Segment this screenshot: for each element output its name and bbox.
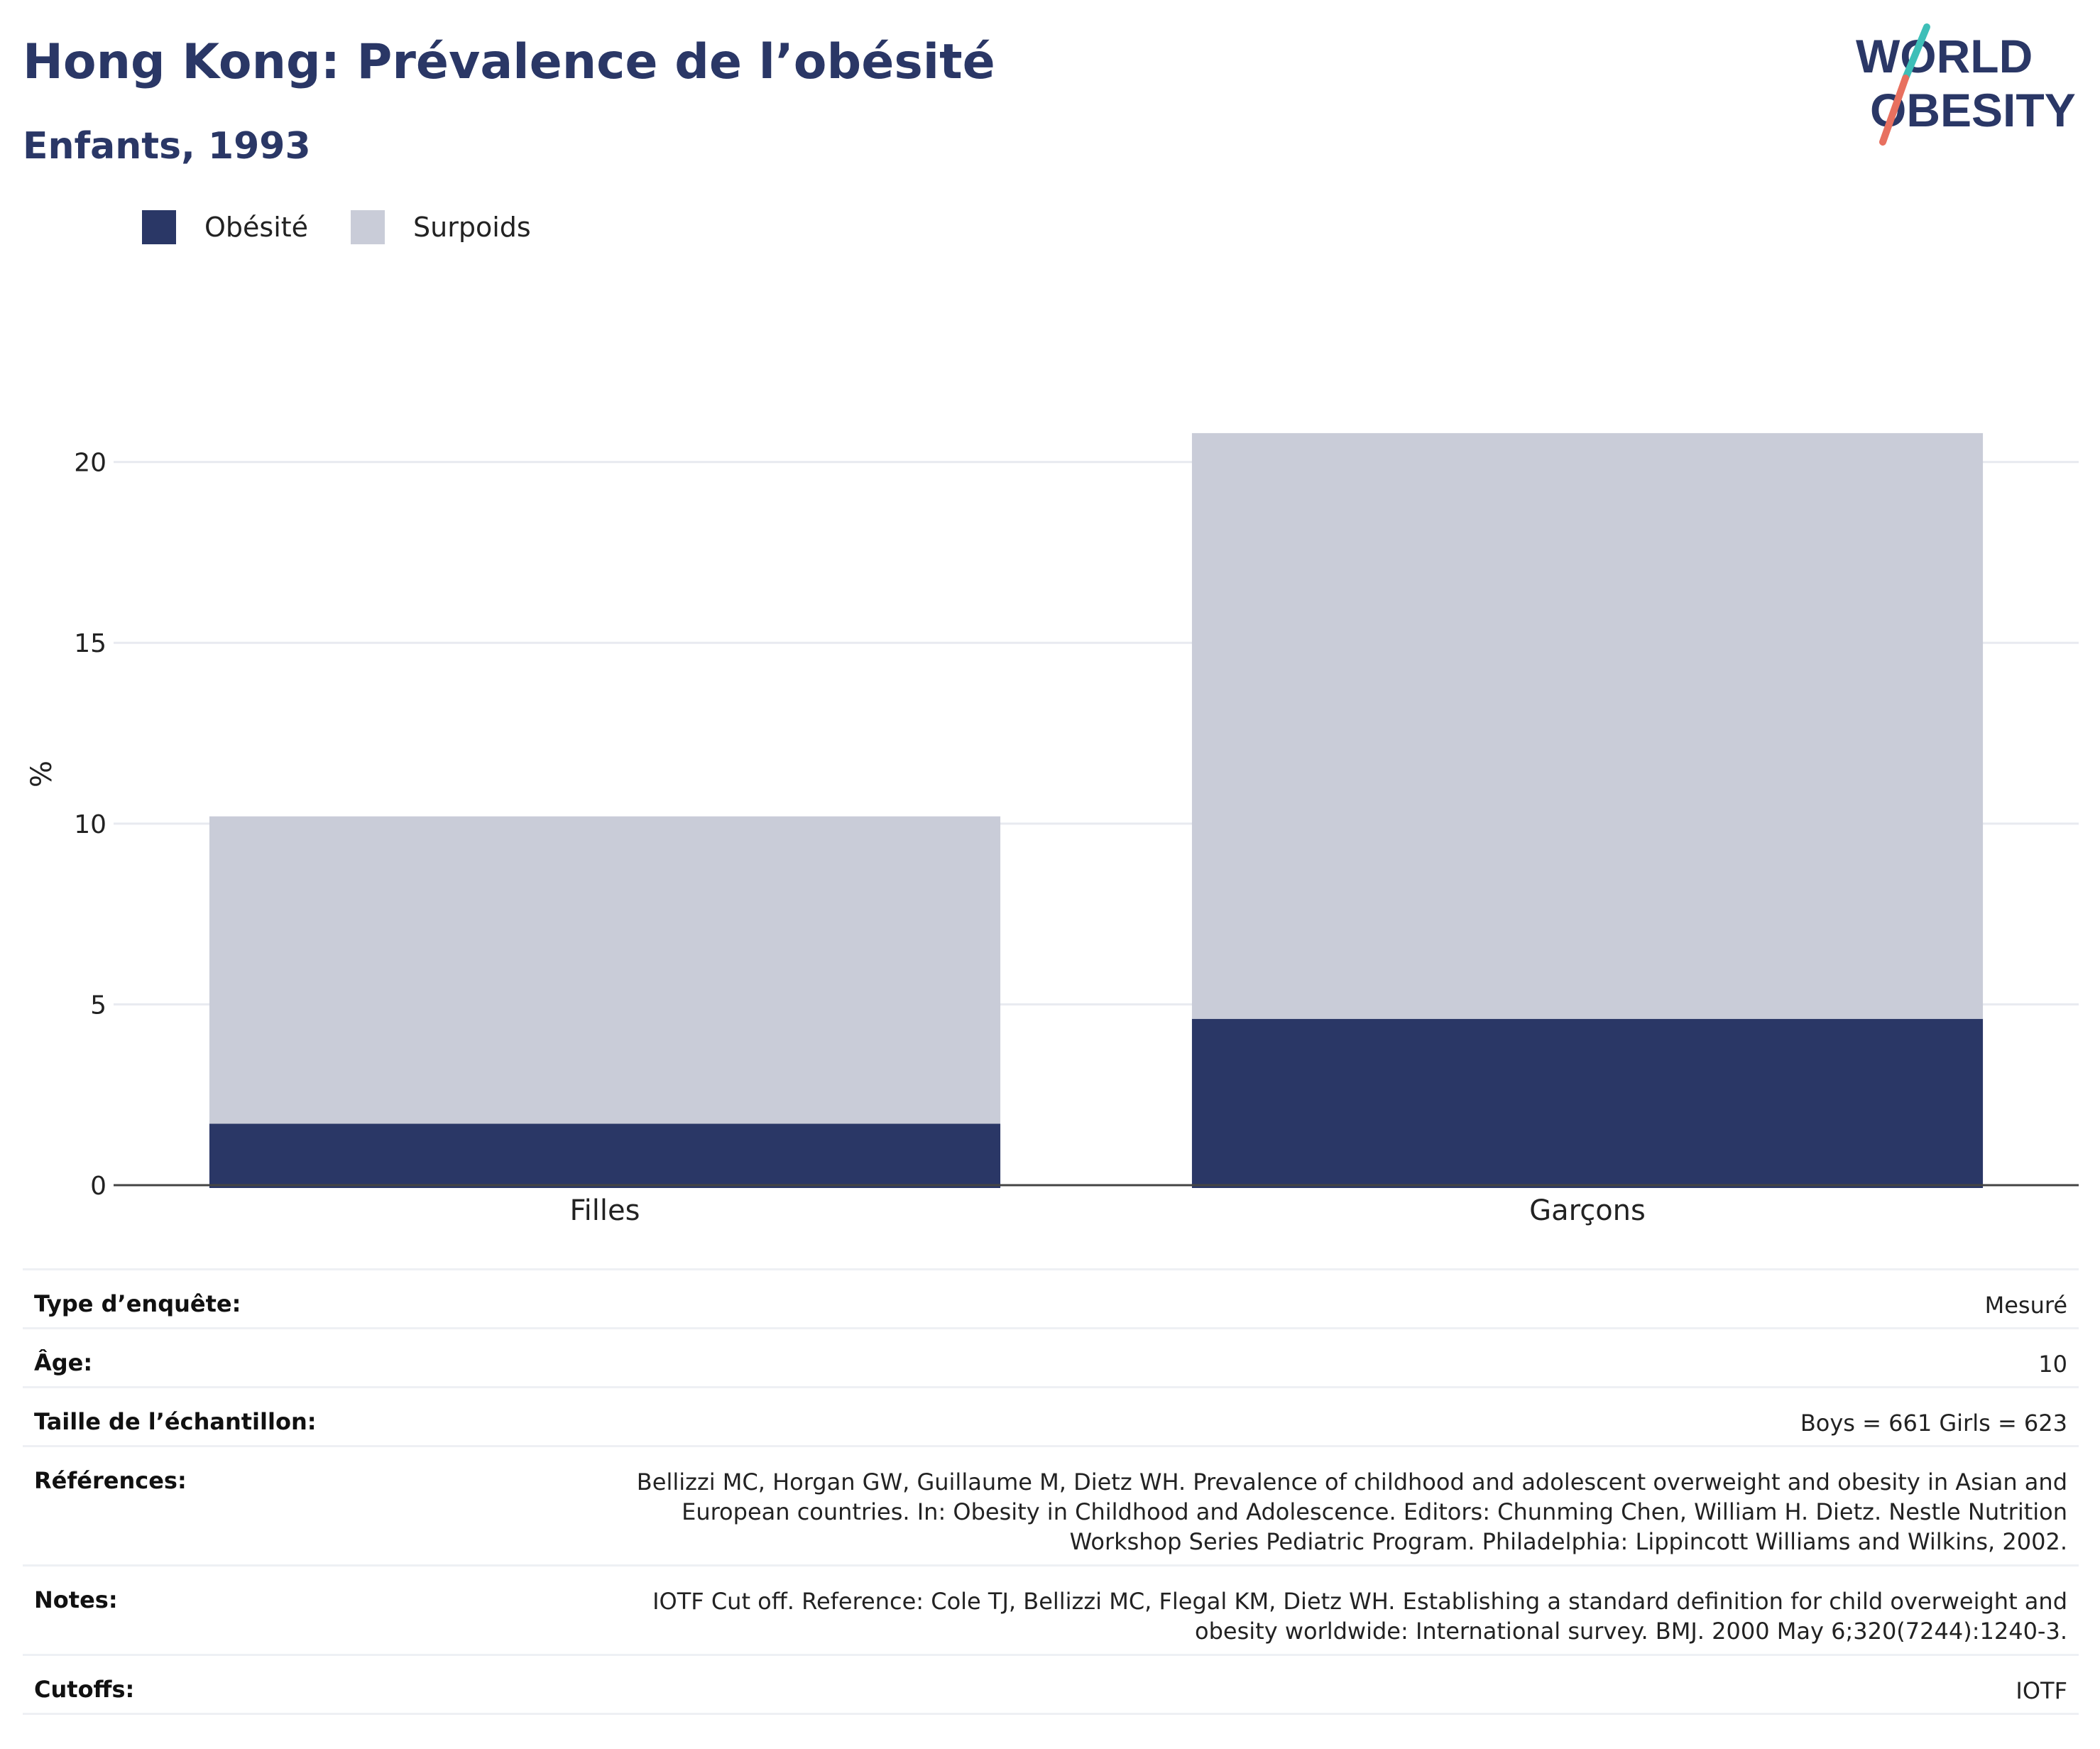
- meta-value-age: 10: [2038, 1351, 2067, 1378]
- meta-label-references: Références:: [34, 1467, 187, 1494]
- meta-row-references: Références: Bellizzi MC, Horgan GW, Guil…: [23, 1445, 2079, 1564]
- meta-label-survey-type: Type d’enquête:: [34, 1290, 241, 1317]
- meta-row-sample-size: Taille de l’échantillon: Boys = 661 Girl…: [23, 1386, 2079, 1445]
- bar-filles-obsit: [209, 1123, 1001, 1188]
- meta-row-cutoffs: Cutoffs: IOTF: [23, 1654, 2079, 1715]
- world-obesity-logo: WORLD OBESITY: [1856, 23, 2076, 146]
- meta-row-notes: Notes: IOTF Cut off. Reference: Cole TJ,…: [23, 1564, 2079, 1654]
- meta-row-age: Âge: 10: [23, 1327, 2079, 1386]
- meta-value-references: Bellizzi MC, Horgan GW, Guillaume M, Die…: [636, 1469, 2067, 1555]
- y-tick-label-5: 5: [90, 991, 106, 1020]
- legend-swatch-obesite: [142, 210, 176, 244]
- meta-value-survey-type: Mesuré: [1984, 1292, 2067, 1319]
- meta-value-notes: IOTF Cut off. Reference: Cole TJ, Belliz…: [652, 1588, 2067, 1645]
- y-tick-label-0: 0: [90, 1172, 106, 1201]
- meta-row-survey-type: Type d’enquête: Mesuré: [23, 1268, 2079, 1327]
- x-tick-label-0: Filles: [570, 1194, 640, 1227]
- y-axis-label: %: [26, 761, 58, 788]
- meta-label-sample-size: Taille de l’échantillon:: [34, 1408, 317, 1435]
- y-tick-label-15: 15: [74, 629, 106, 658]
- meta-value-cutoffs: IOTF: [2016, 1677, 2067, 1704]
- survey-metadata-table: Type d’enquête: Mesuré Âge: 10 Taille de…: [23, 1268, 2079, 1715]
- chart-subtitle: Enfants, 1993: [23, 125, 311, 168]
- legend-item-obesite: Obésité: [142, 210, 308, 244]
- y-tick-label-10: 10: [74, 810, 106, 839]
- bar-garons-obsit: [1191, 1018, 1984, 1188]
- legend-label-obesite: Obésité: [204, 212, 309, 243]
- chart-title: Hong Kong: Prévalence de l’obésité: [23, 34, 995, 90]
- meta-label-notes: Notes:: [34, 1586, 118, 1613]
- bar-chart: 0 5 10 15 20% Filles Garçons: [26, 432, 2079, 1227]
- meta-label-cutoffs: Cutoffs:: [34, 1676, 135, 1703]
- chart-legend: Obésité Surpoids: [142, 210, 574, 244]
- legend-item-surpoids: Surpoids: [351, 210, 531, 244]
- logo-slash-coral: [1879, 75, 1909, 146]
- meta-value-sample-size: Boys = 661 Girls = 623: [1800, 1410, 2067, 1437]
- logo-text-world: WORLD: [1856, 30, 2033, 82]
- meta-label-age: Âge:: [34, 1349, 93, 1376]
- x-tick-label-1: Garçons: [1529, 1194, 1646, 1227]
- legend-label-surpoids: Surpoids: [413, 212, 531, 243]
- bar-garons-surpoids: [1191, 432, 1984, 1019]
- logo-slash-teal: [1902, 23, 1930, 82]
- y-tick-label-20: 20: [74, 449, 106, 478]
- bar-filles-surpoids: [209, 816, 1001, 1124]
- legend-swatch-surpoids: [351, 210, 385, 244]
- logo-text-obesity: OBESITY: [1870, 84, 2076, 136]
